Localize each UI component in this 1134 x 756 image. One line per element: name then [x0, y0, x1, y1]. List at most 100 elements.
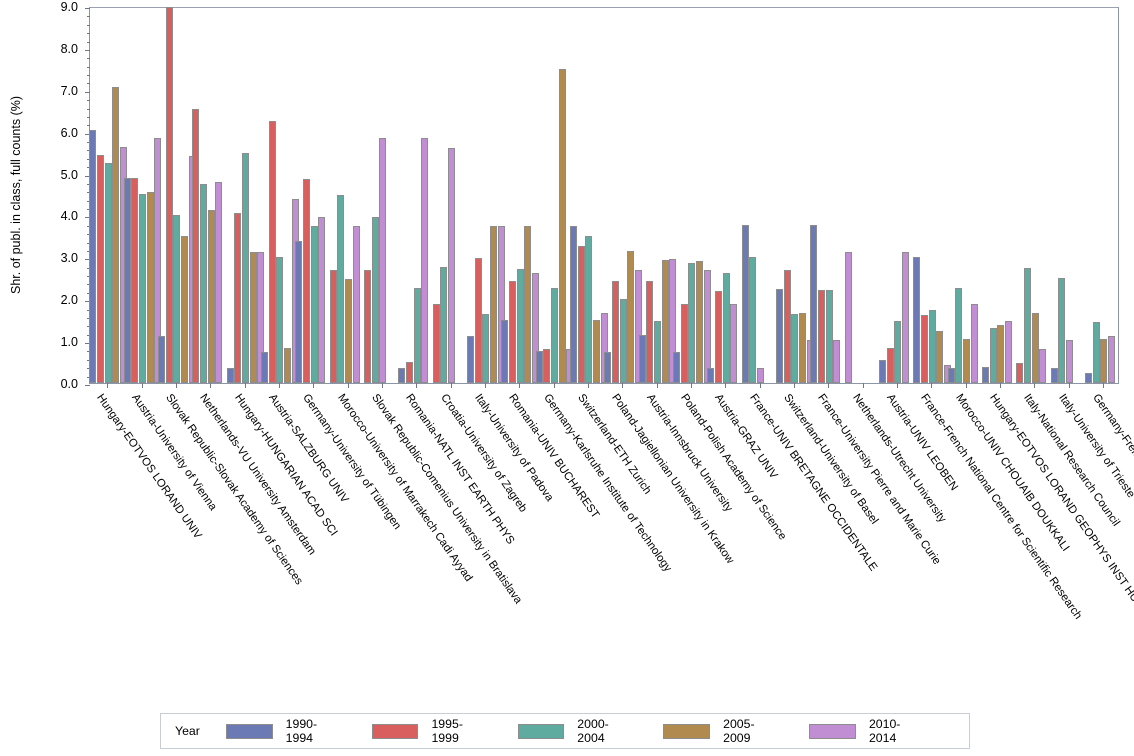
bar-group: [913, 8, 951, 383]
bar: [798, 312, 806, 383]
bar: [634, 269, 642, 383]
bar: [249, 252, 257, 383]
x-tick-mark: [347, 383, 349, 388]
y-tick-minor: [87, 225, 90, 227]
y-tick-minor: [87, 33, 90, 35]
bar-group: [570, 8, 608, 383]
legend-item[interactable]: 2000-2004: [517, 717, 634, 745]
bar: [131, 177, 139, 383]
y-tick-mark: [85, 301, 90, 303]
bar: [570, 225, 578, 383]
x-tick-label-text: France-French National Centre for Scient…: [918, 392, 1085, 622]
bar: [406, 362, 414, 383]
bar-group: [879, 8, 909, 383]
x-tick-mark: [862, 383, 864, 388]
x-tick-label-text: Austria-GRAZ UNIV: [712, 392, 780, 482]
bar-group: [673, 8, 711, 383]
bar: [585, 236, 593, 383]
y-tick-minor: [87, 108, 90, 110]
bar-group: [329, 8, 360, 383]
bar: [261, 351, 269, 383]
bar-group: [982, 8, 1012, 383]
bar: [440, 267, 448, 383]
bar-group: [364, 8, 387, 383]
bar: [364, 269, 372, 383]
bar: [833, 339, 841, 383]
bar: [226, 367, 234, 383]
bar-group: [810, 8, 841, 383]
legend-item[interactable]: 2005-2009: [663, 717, 779, 745]
bar: [955, 288, 963, 383]
x-tick-mark: [759, 383, 761, 388]
bar-group: [604, 8, 642, 383]
y-tick-minor: [87, 192, 90, 194]
bar: [276, 257, 284, 383]
bar: [138, 194, 146, 383]
bar-group: [707, 8, 738, 383]
bar: [200, 183, 208, 383]
bar: [146, 192, 154, 383]
x-tick-label: Austria-GRAZ UNIV: [712, 392, 779, 481]
bar: [1065, 339, 1073, 383]
y-tick-minor: [87, 24, 90, 26]
bar: [730, 304, 738, 383]
bar: [474, 257, 482, 383]
bar: [489, 225, 497, 383]
legend-swatch: [371, 723, 419, 739]
bar: [791, 314, 799, 383]
bar: [1004, 321, 1012, 383]
x-tick-label: Germany-Karlsruhe Institute of Technolog…: [541, 392, 674, 574]
bar: [669, 259, 677, 383]
bar: [535, 351, 543, 383]
bar-group: [192, 8, 223, 383]
bar: [516, 269, 524, 383]
legend-item[interactable]: 1995-1999: [371, 717, 488, 745]
bar: [680, 304, 688, 383]
bar-group: [1050, 8, 1074, 383]
bar-group: [226, 8, 265, 383]
y-tick-mark: [85, 343, 90, 345]
bar: [447, 147, 455, 383]
bar: [550, 288, 558, 383]
x-tick-label-text: Germany-Karlsruhe Institute of Technolog…: [540, 392, 674, 575]
y-tick-mark: [85, 91, 90, 93]
x-axis-labels: Hungary-EOTVOS LORAND UNIV Austria-Univer…: [89, 392, 1134, 702]
bar: [741, 225, 749, 383]
y-tick-minor: [87, 317, 90, 319]
y-tick-minor: [87, 142, 90, 144]
bar: [1016, 362, 1024, 383]
y-tick-mark: [85, 217, 90, 219]
bar-group: [947, 8, 978, 383]
legend-item[interactable]: 1990-1994: [225, 717, 342, 745]
bar: [215, 181, 223, 383]
bar: [123, 177, 131, 383]
bar: [97, 155, 105, 383]
bar: [543, 349, 551, 383]
y-tick-minor: [87, 368, 90, 370]
legend-label: 1995-1999: [431, 717, 463, 745]
bar: [825, 289, 833, 383]
x-tick-mark: [965, 383, 967, 388]
bar: [962, 339, 970, 383]
bar: [901, 251, 909, 383]
x-tick-mark: [278, 383, 280, 388]
legend-label: 2010-2014: [868, 717, 901, 745]
bar: [1058, 278, 1066, 383]
x-tick-mark: [1068, 383, 1070, 388]
y-tick-label: 3.0: [60, 251, 78, 266]
bar: [310, 225, 318, 383]
y-tick-label: 6.0: [60, 125, 78, 140]
x-tick-mark: [1102, 383, 1104, 388]
bar: [879, 359, 887, 383]
x-tick-mark: [210, 383, 212, 388]
y-tick-label: 4.0: [60, 209, 78, 224]
bar: [1085, 372, 1093, 383]
legend-item[interactable]: 2010-2014: [809, 717, 925, 745]
y-axis-tick-labels: 0.0 1.0 2.0 3.0 4.0 5.0 6.0 7.0 8.0 9.0: [40, 0, 84, 391]
legend-swatch: [663, 723, 711, 739]
bar: [398, 367, 406, 383]
x-tick-mark: [107, 383, 109, 388]
bar: [913, 256, 921, 383]
bar: [715, 291, 723, 383]
bar: [558, 68, 566, 383]
